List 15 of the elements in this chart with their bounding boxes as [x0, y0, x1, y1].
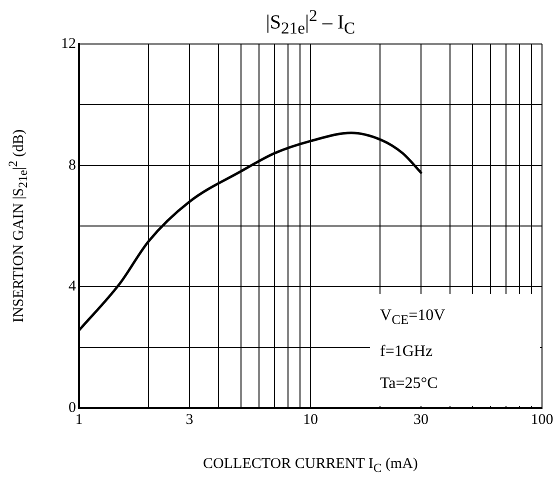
annotation: V$_{CE}$=10V [380, 306, 446, 329]
y-tick-label: 12 [61, 36, 76, 52]
chart-title: |S$_{21e}$|$^{2}$ – I$_{C}$ [264, 6, 356, 39]
annotation: Ta=25°C [380, 374, 439, 394]
x-tick-label: 30 [413, 412, 428, 428]
y-tick-label: 8 [68, 157, 76, 174]
y-tick-label: 4 [68, 278, 76, 295]
y-tick-label: 0 [68, 400, 76, 416]
note-box: V$_{CE}$=10V f=1GHz Ta=25°C [370, 294, 540, 406]
x-tick-label: 1 [75, 412, 83, 428]
annotation: f=1GHz [380, 342, 434, 362]
x-tick-label: 100 [530, 412, 554, 428]
x-tick-label: 10 [303, 412, 318, 428]
x-axis-title: COLLECTOR CURRENT I$_{C}$ (mA) [202, 456, 419, 476]
x-tick-label: 3 [186, 412, 194, 428]
